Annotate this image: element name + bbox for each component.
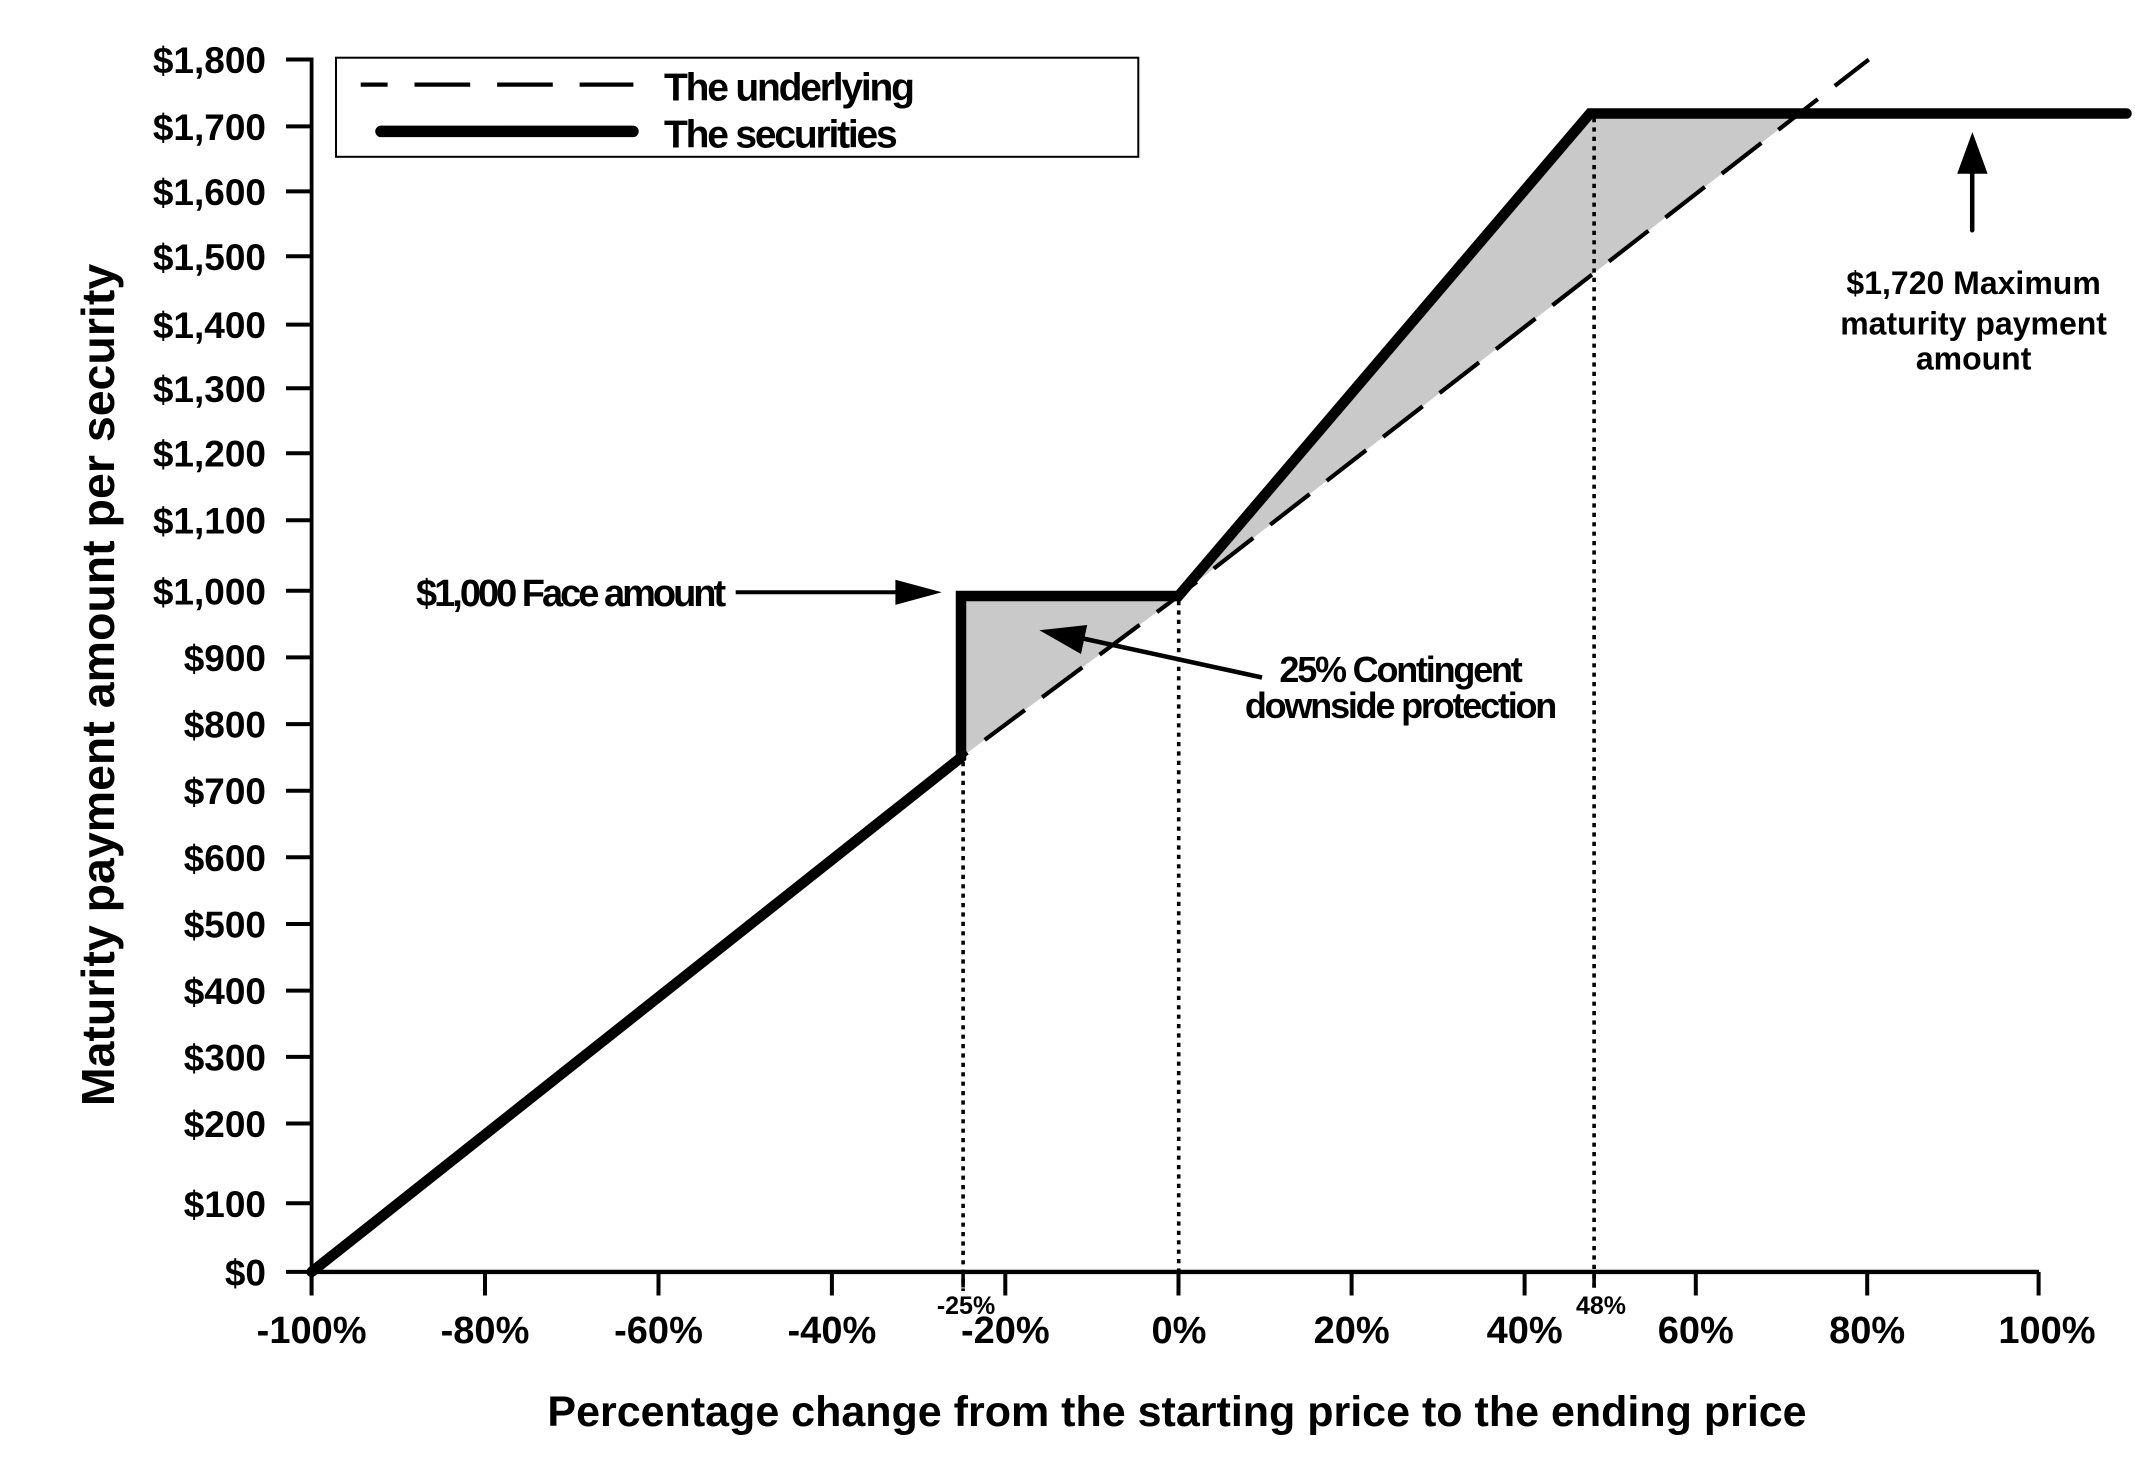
svg-text:Maturity payment amount per se: Maturity payment amount per security: [72, 264, 124, 1106]
svg-text:-100%: -100%: [257, 1310, 367, 1352]
svg-text:$0: $0: [225, 1252, 266, 1293]
svg-text:The underlying: The underlying: [664, 67, 913, 110]
svg-text:$1,600: $1,600: [153, 172, 266, 213]
svg-text:$800: $800: [184, 705, 266, 746]
svg-text:$200: $200: [184, 1104, 266, 1145]
svg-text:$900: $900: [184, 638, 266, 679]
svg-text:$300: $300: [184, 1037, 266, 1078]
svg-text:Percentage change from the sta: Percentage change from the starting pric…: [547, 1388, 1806, 1436]
svg-text:$600: $600: [184, 838, 266, 879]
svg-text:$1,300: $1,300: [153, 369, 266, 410]
svg-text:100%: 100%: [1998, 1310, 2095, 1352]
svg-text:-80%: -80%: [441, 1310, 530, 1352]
svg-text:$400: $400: [184, 971, 266, 1012]
svg-text:$1,000: $1,000: [153, 571, 266, 612]
svg-text:$1,720 Maximum: $1,720 Maximum: [1846, 265, 2100, 301]
svg-text:-25%: -25%: [937, 1292, 995, 1320]
svg-text:$1,100: $1,100: [153, 501, 266, 542]
svg-text:-20%: -20%: [961, 1310, 1050, 1352]
svg-text:The securities: The securities: [664, 114, 897, 157]
svg-text:80%: 80%: [1829, 1310, 1905, 1352]
svg-text:-40%: -40%: [788, 1310, 877, 1352]
svg-text:$700: $700: [184, 771, 266, 812]
svg-text:48%: 48%: [1576, 1292, 1626, 1320]
svg-text:amount: amount: [1916, 341, 2032, 377]
svg-text:downside protection: downside protection: [1245, 685, 1555, 726]
svg-text:25% Contingent: 25% Contingent: [1279, 649, 1522, 690]
svg-text:maturity payment: maturity payment: [1840, 306, 2107, 342]
svg-text:$1,500: $1,500: [153, 237, 266, 278]
svg-text:60%: 60%: [1658, 1310, 1734, 1352]
svg-text:$1,000 Face amount: $1,000 Face amount: [416, 573, 727, 615]
svg-text:0%: 0%: [1152, 1310, 1207, 1352]
svg-text:$1,800: $1,800: [153, 40, 266, 81]
svg-text:40%: 40%: [1487, 1310, 1563, 1352]
svg-text:$1,400: $1,400: [153, 305, 266, 346]
svg-text:$1,700: $1,700: [153, 107, 266, 148]
svg-text:$1,200: $1,200: [153, 434, 266, 475]
svg-text:$100: $100: [184, 1184, 266, 1225]
svg-text:-60%: -60%: [614, 1310, 703, 1352]
svg-text:$500: $500: [184, 905, 266, 946]
svg-text:20%: 20%: [1314, 1310, 1390, 1352]
